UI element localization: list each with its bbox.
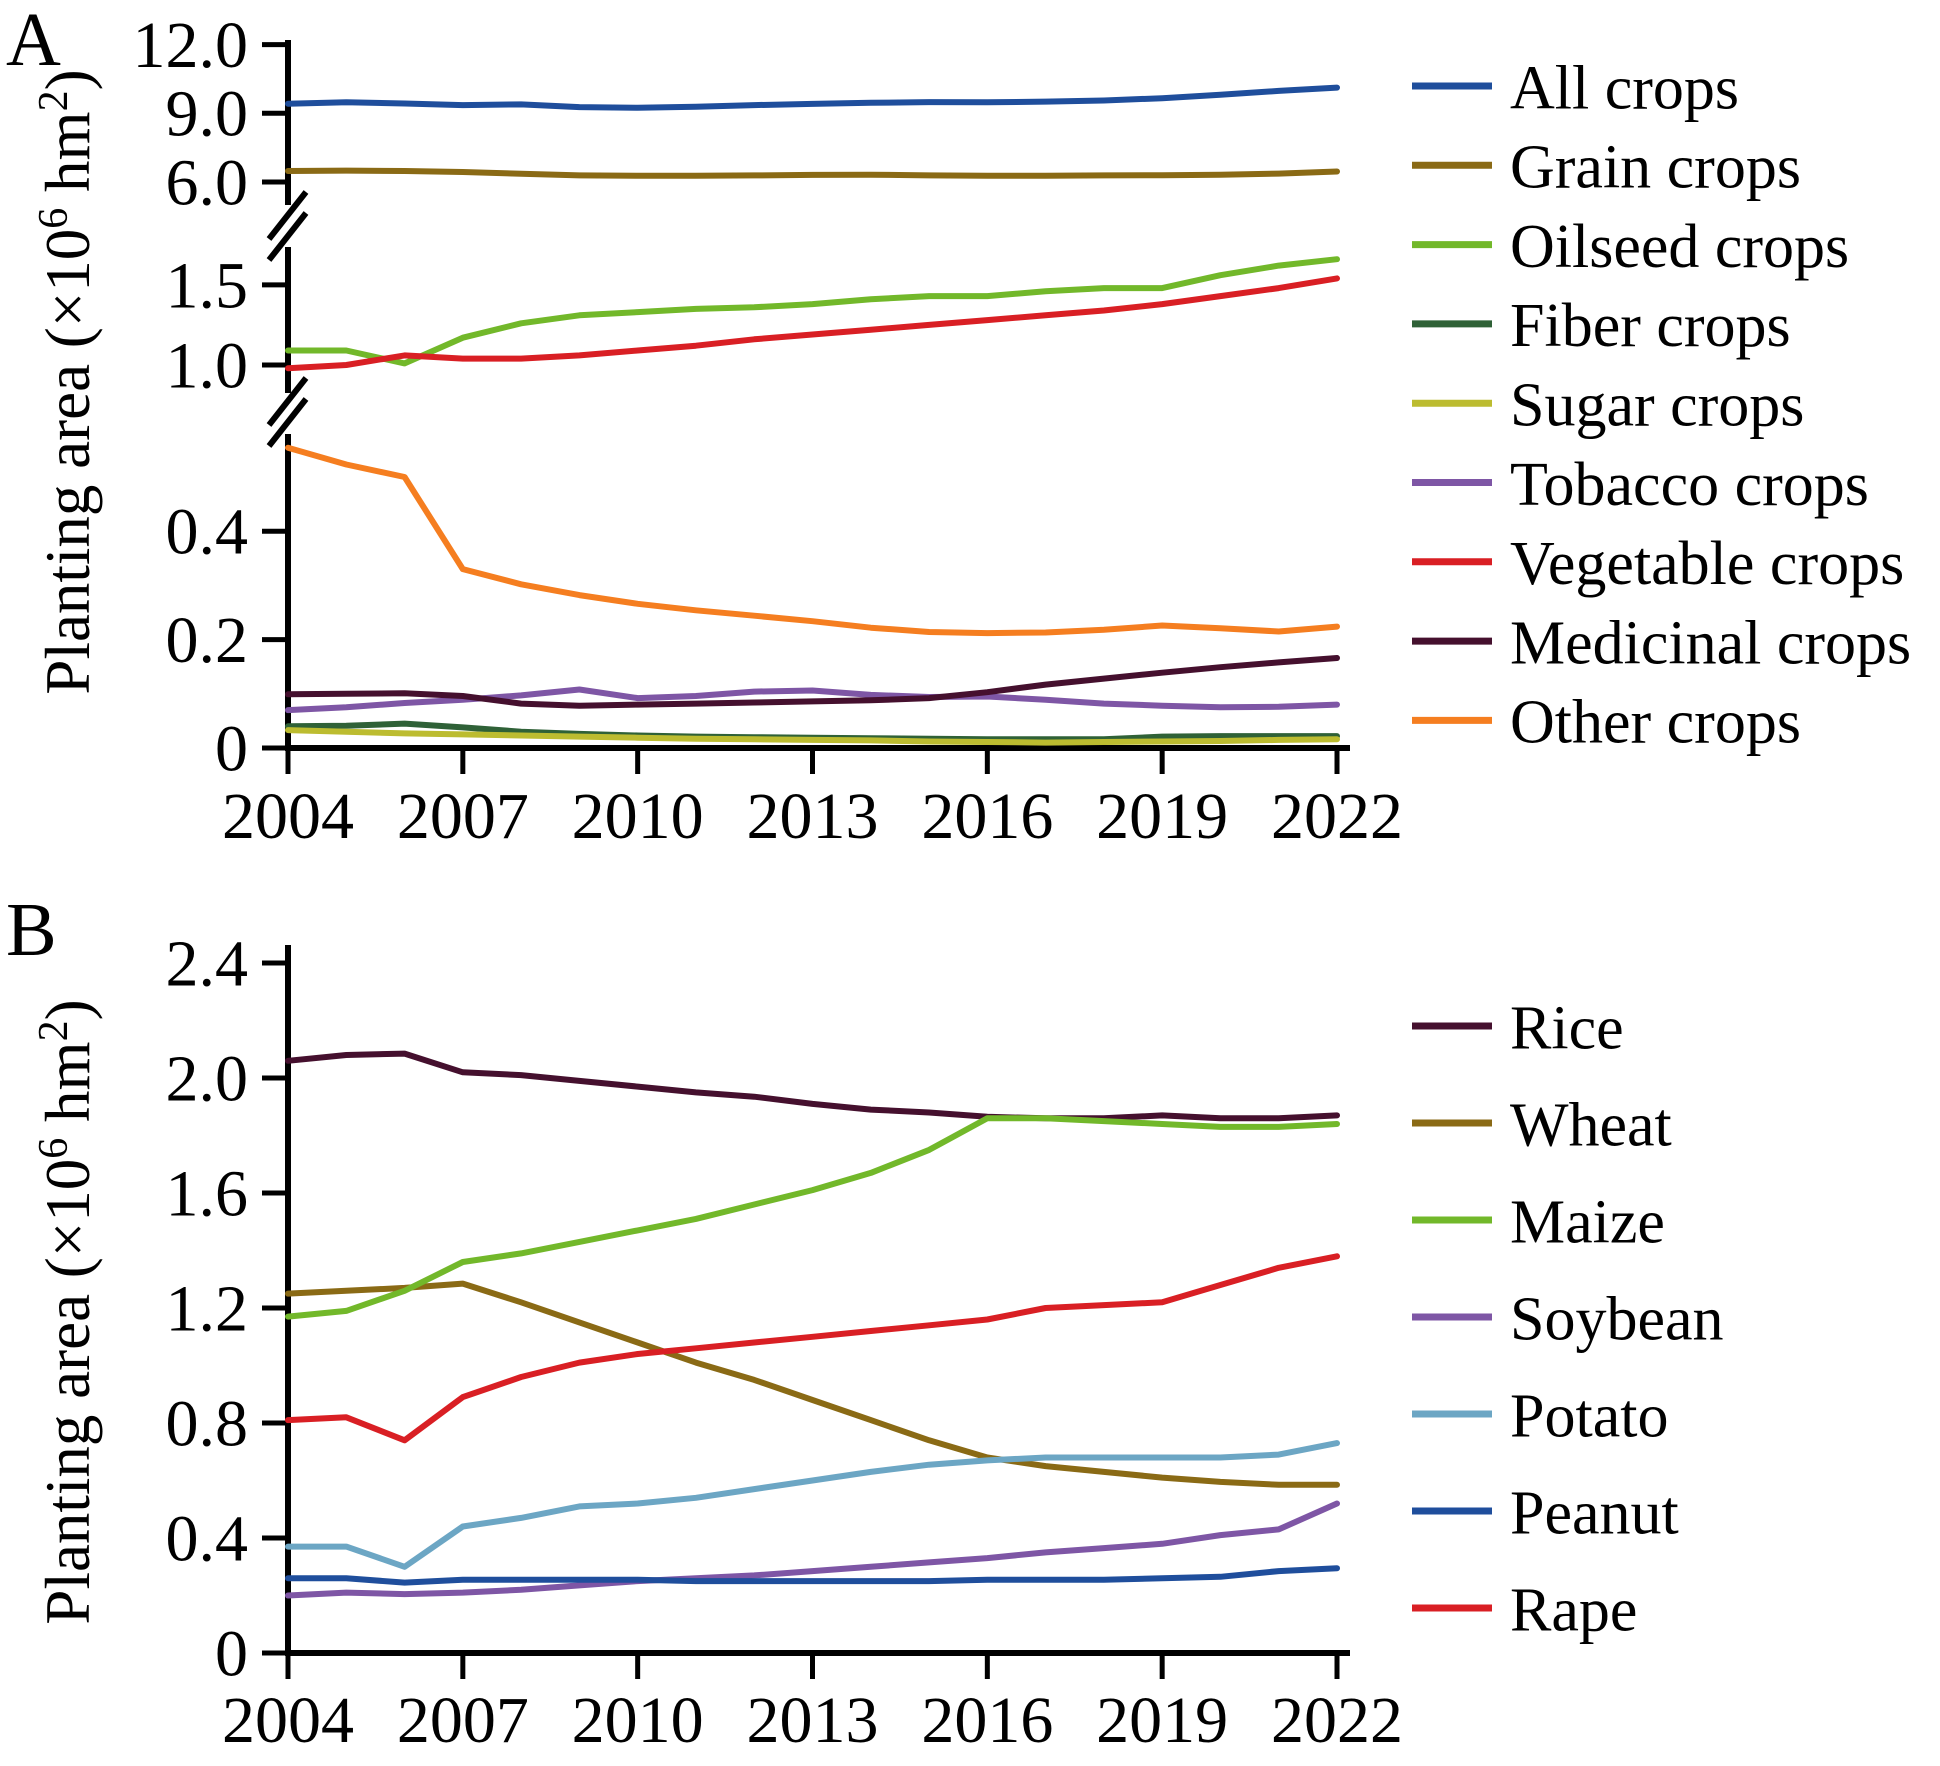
series-line-rape — [285, 1253, 1340, 1444]
legend-label-soybean: Soybean — [1510, 1285, 1724, 1353]
panel-a-letter: A — [6, 0, 61, 82]
axis-break-slash — [266, 376, 309, 427]
legend-label-maize: Maize — [1510, 1188, 1665, 1256]
x-tick-label: 2007 — [397, 780, 529, 853]
legend-label-rice: Rice — [1510, 994, 1624, 1062]
series-line-soybean — [285, 1500, 1340, 1599]
panel-b-y-axis-label: Planting area (×106 hm2) — [31, 999, 103, 1625]
y-tick-label: 0 — [215, 712, 248, 785]
x-tick-label: 2022 — [1271, 1684, 1403, 1757]
y-tick-label: 2.4 — [166, 927, 249, 1000]
series-line-rice — [285, 1050, 1340, 1122]
series-line-wheat — [285, 1280, 1340, 1488]
x-tick-label: 2019 — [1096, 1684, 1228, 1757]
legend-label-tobacco-crops: Tobacco crops — [1510, 451, 1869, 519]
legend-label-all-crops: All crops — [1510, 54, 1739, 122]
legend-label-other-crops: Other crops — [1510, 689, 1801, 757]
legend-label-vegetable-crops: Vegetable crops — [1510, 530, 1904, 598]
y-tick-label: 1.2 — [166, 1272, 249, 1345]
legend-label-peanut: Peanut — [1510, 1479, 1679, 1547]
legend-label-rape: Rape — [1510, 1576, 1637, 1644]
series-line-sugar-crops — [285, 727, 1340, 746]
series-line-maize — [285, 1115, 1340, 1320]
y-tick-label: 6.0 — [166, 146, 249, 219]
legend-label-medicinal-crops: Medicinal crops — [1510, 609, 1911, 677]
y-tick-label: 12.0 — [133, 9, 249, 82]
superscript: 6 — [31, 1137, 77, 1159]
x-tick-label: 2004 — [222, 780, 354, 853]
legend-label-oilseed-crops: Oilseed crops — [1510, 213, 1849, 281]
superscript: 2 — [31, 90, 77, 112]
x-tick-label: 2004 — [222, 1684, 354, 1757]
series-line-other-crops — [285, 444, 1340, 637]
series-line-all-crops — [285, 84, 1340, 111]
y-tick-label: 1.0 — [166, 329, 249, 402]
x-tick-label: 2022 — [1271, 780, 1403, 853]
legend-label-sugar-crops: Sugar crops — [1510, 372, 1804, 440]
series-line-grain-crops — [285, 167, 1340, 179]
series-line-medicinal-crops — [285, 655, 1340, 709]
series-line-potato — [285, 1440, 1340, 1570]
panel-b-letter: B — [6, 888, 57, 972]
legend-label-fiber-crops: Fiber crops — [1510, 292, 1791, 360]
y-tick-label: 0 — [215, 1617, 248, 1690]
axis-break-slash — [266, 397, 309, 448]
y-tick-label: 0.4 — [166, 496, 249, 569]
superscript: 6 — [31, 207, 77, 229]
y-tick-label: 1.6 — [166, 1157, 249, 1230]
series-line-oilseed-crops — [285, 256, 1340, 367]
series-line-peanut — [285, 1565, 1340, 1586]
series-line-vegetable-crops — [285, 275, 1340, 372]
panel-a-y-axis-label: Planting area (×106 hm2) — [31, 69, 103, 695]
y-tick-label: 2.0 — [166, 1042, 249, 1115]
x-tick-label: 2010 — [572, 780, 704, 853]
superscript: 2 — [31, 1020, 77, 1042]
x-tick-label: 2019 — [1096, 780, 1228, 853]
y-tick-label: 0.4 — [166, 1502, 249, 1575]
y-tick-label: 1.5 — [166, 249, 249, 322]
x-tick-label: 2016 — [921, 1684, 1053, 1757]
x-tick-label: 2013 — [747, 780, 879, 853]
legend-label-wheat: Wheat — [1510, 1091, 1672, 1159]
axis-break-slash — [266, 211, 309, 262]
legend-label-grain-crops: Grain crops — [1510, 134, 1801, 202]
x-tick-label: 2013 — [747, 1684, 879, 1757]
y-tick-label: 0.8 — [166, 1387, 249, 1460]
x-tick-label: 2016 — [921, 780, 1053, 853]
y-tick-label: 0.2 — [166, 604, 249, 677]
x-tick-label: 2010 — [572, 1684, 704, 1757]
legend-label-potato: Potato — [1510, 1382, 1668, 1450]
axis-break-slash — [266, 190, 309, 241]
series-line-tobacco-crops — [285, 686, 1340, 714]
x-tick-label: 2007 — [397, 1684, 529, 1757]
y-tick-label: 9.0 — [166, 78, 249, 151]
